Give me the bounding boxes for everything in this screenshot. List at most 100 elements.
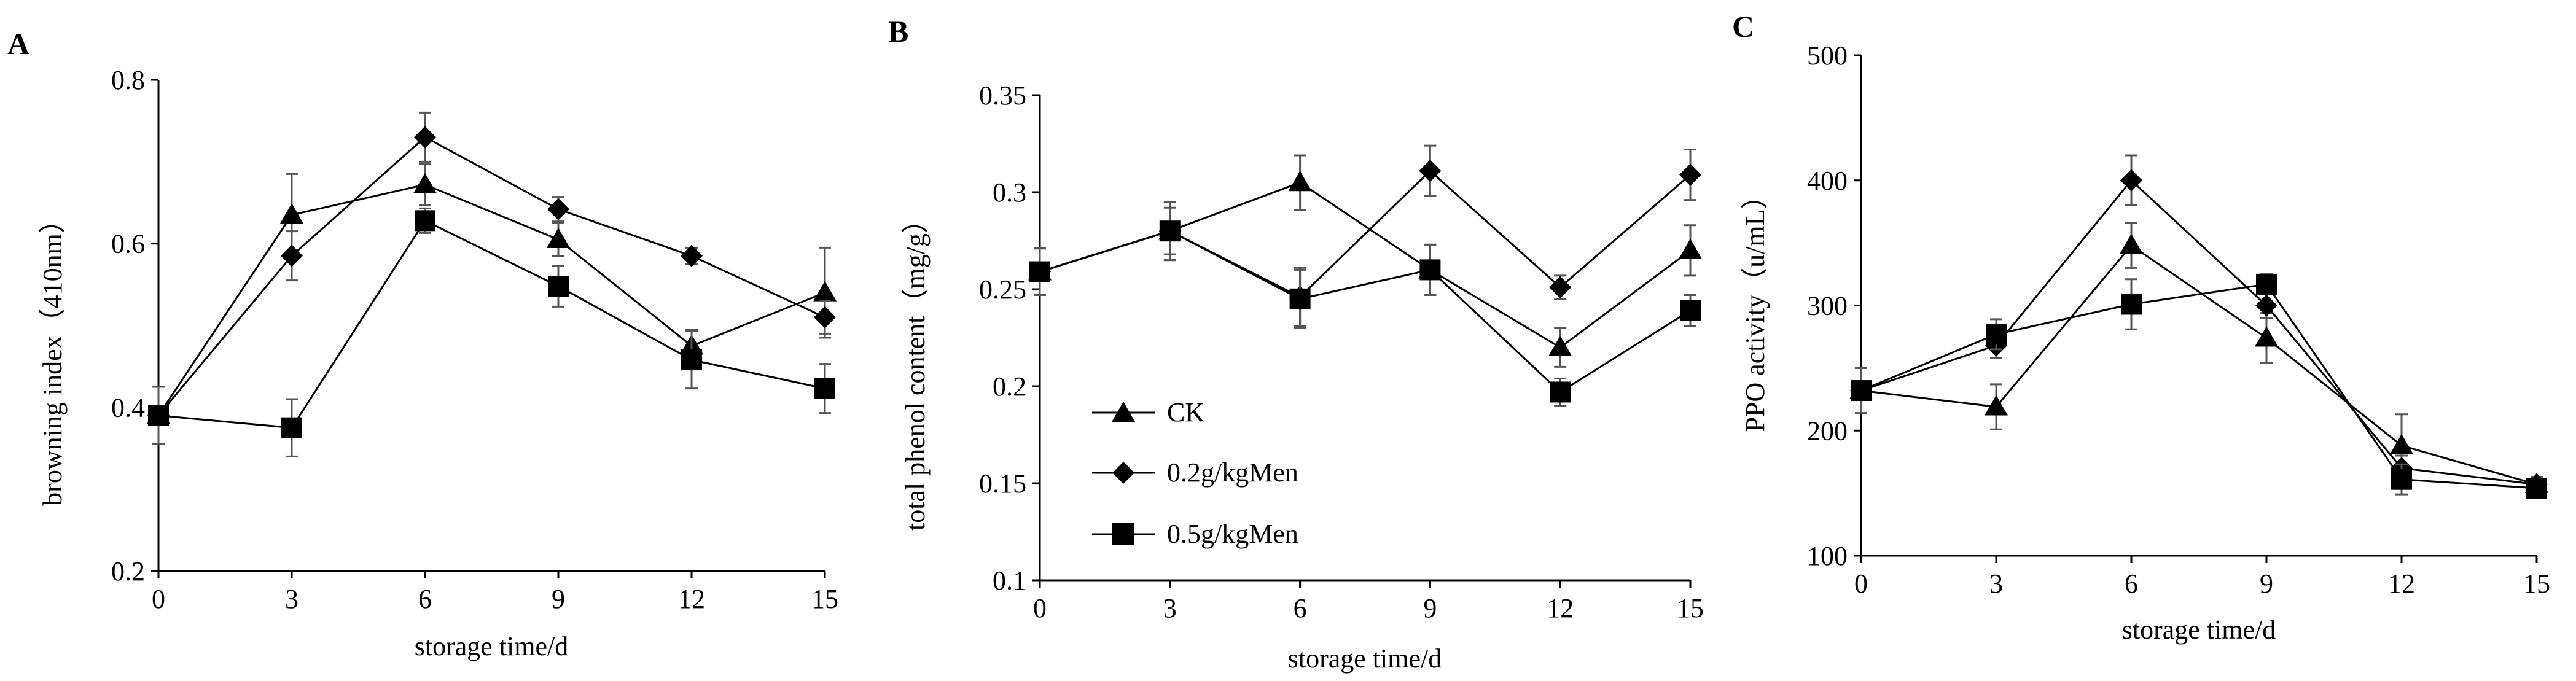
legend-label-0.5: 0.5g/kgMen — [1167, 519, 1298, 549]
panel-b-point-square — [1289, 288, 1311, 309]
legend-marker-square — [1112, 523, 1134, 545]
panel-a-point-triangle — [813, 281, 837, 302]
panel-a-x-tick-label: 9 — [552, 584, 565, 614]
panel-c-x-tick-label: 15 — [2523, 569, 2550, 599]
panel-b-x-tick-label: 0 — [1033, 593, 1047, 623]
panel-a-x-tick-label: 15 — [811, 584, 838, 614]
panel-c-point-triangle — [1985, 395, 2008, 416]
panel-c-plot: storage time/d PPO activity（u/mL） 100 200… — [1740, 41, 2550, 645]
panel-b-point-diamond — [1549, 276, 1572, 298]
panel-a-x-tick-label: 0 — [152, 584, 165, 614]
panel-b-point-diamond — [1679, 163, 1701, 186]
panel-a-point-square — [148, 405, 169, 426]
panel-a-series-line-diamond — [157, 136, 825, 416]
panel-c-x-tick-label: 3 — [1989, 569, 2003, 599]
panel-c-point-square — [2256, 273, 2277, 295]
panel-c-series-line-triangle — [1860, 244, 2537, 486]
panel-c-y-tick-label: 500 — [1807, 41, 1848, 71]
panel-c-y-tick-label: 300 — [1807, 291, 1848, 321]
panel-b-x-tick-label: 6 — [1294, 593, 1307, 623]
panel-c-point-diamond — [2120, 169, 2142, 192]
panel-a-point-square — [281, 417, 302, 438]
panel-a-point-diamond — [547, 198, 569, 220]
panel-b-x-tick-label: 12 — [1547, 593, 1574, 623]
panel-b-point-diamond — [1419, 160, 1442, 182]
panel-a-x-tick-label: 3 — [285, 584, 299, 614]
panel-a-point-square — [814, 378, 835, 399]
panel-b-x-tick-label: 3 — [1163, 593, 1177, 623]
panel-c-x-axis-label: storage time/d — [2122, 615, 2276, 645]
panel-b-point-square — [1159, 220, 1181, 242]
panel-c-y-tick-label: 400 — [1807, 166, 1848, 196]
panel-b-point-square — [1419, 259, 1441, 281]
panel-a-point-square — [415, 210, 435, 232]
panel-c-series-line-square — [1860, 283, 2537, 489]
panel-a-point-triangle — [547, 228, 570, 248]
panel-c-x-tick-label: 6 — [2125, 569, 2138, 599]
panel-b-y-tick-label: 0.2 — [993, 372, 1026, 402]
panel-a-x-axis-label: storage time/d — [415, 631, 569, 661]
panel-b-series-line-diamond — [1039, 169, 1691, 298]
panel-c-point-square — [1986, 324, 2007, 345]
panel-b-point-square — [1680, 300, 1701, 321]
panel-c-x-tick-label: 12 — [2388, 569, 2415, 599]
legend-marker-triangle — [1112, 402, 1135, 422]
panel-a-point-triangle — [280, 203, 303, 224]
panel-b-point-triangle — [1679, 238, 1702, 259]
panel-a-point-square — [681, 349, 702, 370]
panel-a-y-axis-label: browning index（410nm） — [37, 206, 68, 506]
panel-c-point-square — [2526, 477, 2547, 499]
panel-letter-b: B — [888, 14, 908, 49]
panel-b-y-axis-label: total phenol content（mg/g） — [900, 206, 931, 531]
panel-a-plot: storage time/d browning index（410nm） 0.2… — [37, 65, 838, 661]
panel-b-y-tick-label: 0.25 — [979, 274, 1026, 305]
panel-c-x-tick-label: 9 — [2260, 569, 2273, 599]
panel-a-series-line-square — [158, 219, 825, 429]
panel-b-y-tick-label: 0.35 — [979, 80, 1026, 111]
panel-c-y-axis-label: PPO activity（u/mL） — [1740, 182, 1770, 432]
panel-a-x-tick-label: 12 — [678, 584, 705, 614]
panel-b-point-triangle — [1288, 171, 1312, 192]
panel-b-point-triangle — [1548, 335, 1572, 356]
panel-c-point-triangle — [2390, 434, 2413, 454]
panel-b-point-square — [1550, 381, 1571, 403]
legend-marker-diamond — [1112, 462, 1134, 484]
panel-b-series-line-triangle — [1039, 181, 1691, 349]
panel-c-x-tick-label: 0 — [1854, 569, 1868, 599]
panel-b-x-tick-label: 9 — [1423, 593, 1437, 623]
panel-a-point-square — [548, 276, 569, 297]
panel-a-point-diamond — [281, 244, 303, 267]
panel-a-point-diamond — [414, 126, 436, 149]
panel-c-point-square — [2391, 469, 2412, 490]
panel-b-x-axis-label: storage time/d — [1288, 644, 1442, 674]
panel-c-point-square — [1851, 380, 1872, 402]
panel-c-series-line-diamond — [1860, 179, 2537, 486]
panel-c-y-tick-label: 200 — [1807, 416, 1848, 446]
legend-label-0.2: 0.2g/kgMen — [1167, 457, 1298, 488]
panel-a-series-line-triangle — [157, 184, 825, 416]
panel-a-y-tick-label: 0.8 — [111, 65, 145, 95]
panel-a-point-triangle — [413, 173, 437, 193]
panel-c-point-triangle — [2120, 233, 2143, 254]
panel-a-x-tick-label: 6 — [418, 584, 432, 614]
legend: CK 0.2g/kgMen 0.5g/kgMen — [1092, 397, 1298, 549]
legend-label-ck: CK — [1167, 397, 1204, 427]
panel-b-y-tick-label: 0.1 — [993, 566, 1026, 596]
panel-a-point-diamond — [681, 244, 703, 267]
panel-letter-a: A — [7, 26, 29, 61]
panel-a-y-tick-label: 0.2 — [111, 556, 145, 586]
panel-a-y-tick-label: 0.6 — [111, 229, 145, 259]
panel-b-point-square — [1029, 261, 1050, 282]
panel-b-y-tick-label: 0.3 — [993, 177, 1026, 208]
panel-b-x-tick-label: 15 — [1677, 593, 1704, 623]
panel-b-series-line-square — [1039, 230, 1691, 394]
panel-letter-c: C — [1732, 9, 1754, 44]
panel-c-point-triangle — [2255, 326, 2278, 347]
panel-a-y-tick-label: 0.4 — [111, 392, 145, 422]
panel-c-y-tick-label: 100 — [1807, 541, 1848, 571]
panel-c-point-square — [2121, 294, 2142, 315]
panel-c-point-diamond — [2255, 294, 2277, 317]
panel-b-plot: storage time/d total phenol content（mg/g… — [900, 80, 1704, 674]
panel-b-y-tick-label: 0.15 — [979, 469, 1026, 499]
